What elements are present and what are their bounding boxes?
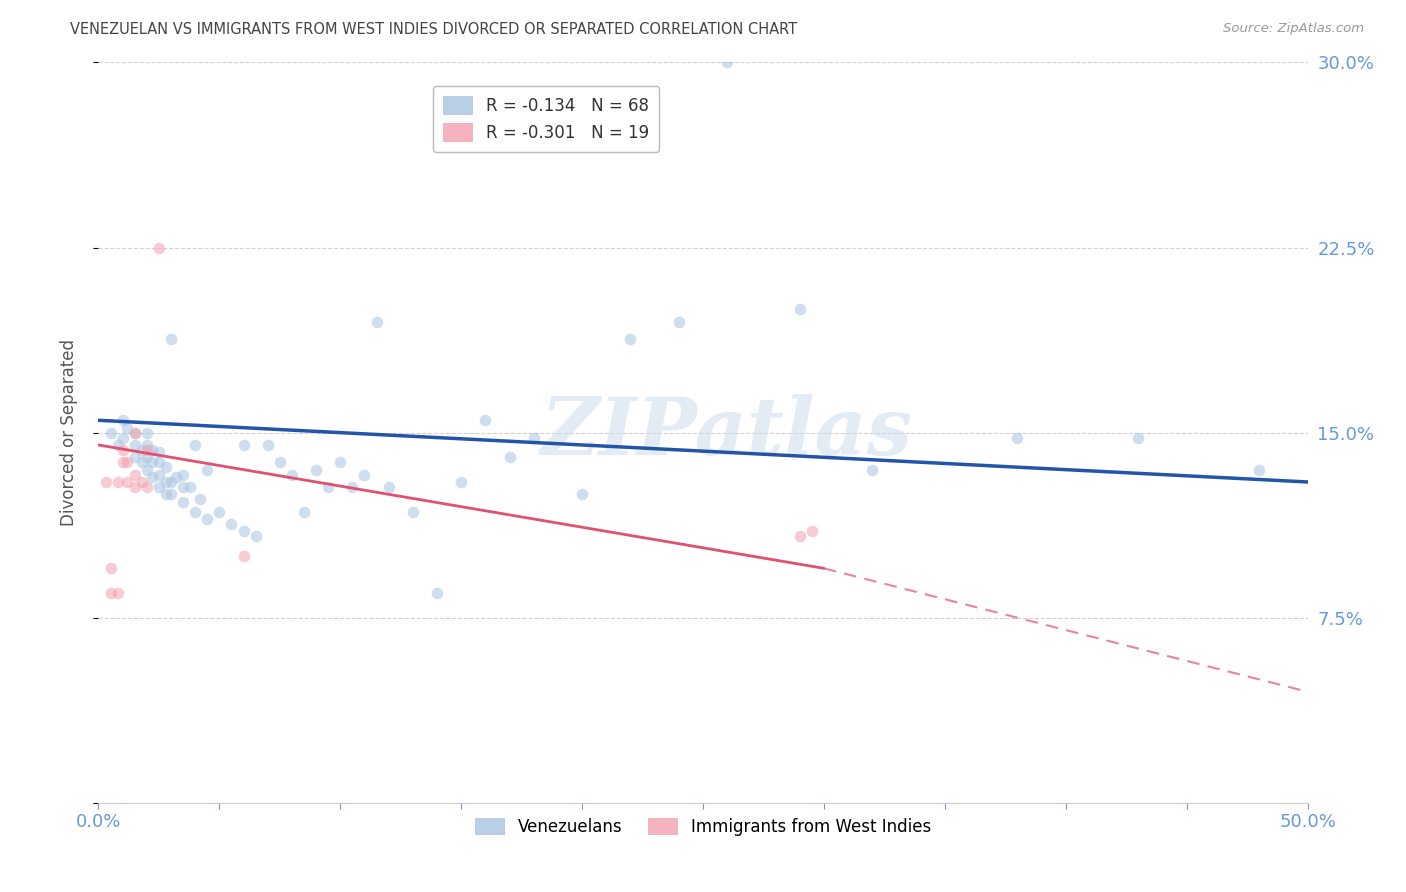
Point <box>305 462 328 476</box>
Point <box>195 462 218 476</box>
Point <box>155 460 177 475</box>
Point <box>316 480 339 494</box>
Point <box>135 480 157 494</box>
Point <box>111 431 134 445</box>
Point <box>208 505 231 519</box>
Point <box>135 438 157 452</box>
Point <box>221 516 243 531</box>
Point <box>292 505 315 519</box>
Point <box>1128 431 1150 445</box>
Point <box>117 475 139 489</box>
Point <box>377 480 399 494</box>
Point <box>789 529 811 543</box>
Point <box>281 467 304 482</box>
Point <box>124 467 146 482</box>
Point <box>256 438 278 452</box>
Point <box>188 492 211 507</box>
Point <box>474 413 496 427</box>
Point <box>94 475 117 489</box>
Point <box>148 467 170 482</box>
Point <box>148 455 170 469</box>
Point <box>148 480 170 494</box>
Point <box>160 475 183 489</box>
Point <box>124 450 146 465</box>
Point <box>160 487 183 501</box>
Point <box>402 505 425 519</box>
Point <box>141 455 163 469</box>
Point <box>269 455 291 469</box>
Point <box>131 455 153 469</box>
Point <box>131 442 153 457</box>
Point <box>111 455 134 469</box>
Point <box>172 494 194 508</box>
Point <box>124 438 146 452</box>
Point <box>107 475 129 489</box>
Point <box>184 505 207 519</box>
Point <box>232 438 254 452</box>
Point <box>155 487 177 501</box>
Point <box>523 431 546 445</box>
Point <box>141 442 163 457</box>
Point <box>426 586 449 600</box>
Text: ZIPatlas: ZIPatlas <box>541 394 914 471</box>
Point <box>329 455 352 469</box>
Point <box>232 549 254 563</box>
Point <box>135 442 157 457</box>
Point <box>195 512 218 526</box>
Point <box>117 455 139 469</box>
Point <box>117 420 139 434</box>
Point <box>232 524 254 539</box>
Point <box>124 425 146 440</box>
Point <box>668 314 690 328</box>
Point <box>571 487 593 501</box>
Point <box>1007 431 1029 445</box>
Point <box>111 442 134 457</box>
Point <box>619 332 641 346</box>
Point <box>366 314 388 328</box>
Point <box>716 55 738 70</box>
Point <box>184 438 207 452</box>
Point <box>124 425 146 440</box>
Point <box>245 529 267 543</box>
Point <box>100 425 122 440</box>
Text: Source: ZipAtlas.com: Source: ZipAtlas.com <box>1223 22 1364 36</box>
Point <box>498 450 520 465</box>
Point <box>172 480 194 494</box>
Point <box>141 470 163 484</box>
Point <box>165 470 187 484</box>
Legend: Venezuelans, Immigrants from West Indies: Venezuelans, Immigrants from West Indies <box>468 811 938 843</box>
Point <box>135 425 157 440</box>
Point <box>155 475 177 489</box>
Point <box>135 462 157 476</box>
Point <box>111 413 134 427</box>
Text: VENEZUELAN VS IMMIGRANTS FROM WEST INDIES DIVORCED OR SEPARATED CORRELATION CHAR: VENEZUELAN VS IMMIGRANTS FROM WEST INDIE… <box>70 22 797 37</box>
Point <box>789 302 811 317</box>
Point <box>107 438 129 452</box>
Point <box>160 332 183 346</box>
Point <box>860 462 883 476</box>
Point <box>107 586 129 600</box>
Point <box>179 480 201 494</box>
Y-axis label: Divorced or Separated: Divorced or Separated <box>59 339 77 526</box>
Point <box>800 524 823 539</box>
Point <box>353 467 375 482</box>
Point <box>148 445 170 459</box>
Point <box>148 240 170 255</box>
Point <box>135 450 157 465</box>
Point <box>100 561 122 575</box>
Point <box>131 475 153 489</box>
Point <box>342 480 364 494</box>
Point <box>172 467 194 482</box>
Point <box>1249 462 1271 476</box>
Point <box>450 475 472 489</box>
Point <box>124 480 146 494</box>
Point <box>100 586 122 600</box>
